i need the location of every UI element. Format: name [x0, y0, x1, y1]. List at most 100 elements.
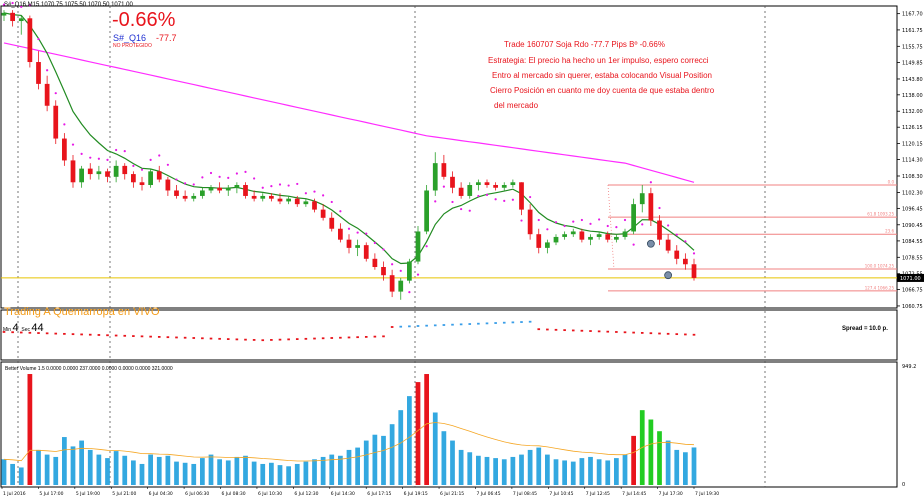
- oscillator-bar: [261, 339, 265, 342]
- volume-bar: [631, 435, 636, 485]
- volume-bar: [139, 463, 145, 485]
- candle-body: [243, 185, 248, 196]
- oscillator-bar: [45, 332, 49, 335]
- volume-bar: [458, 449, 464, 485]
- candle-body: [665, 239, 671, 251]
- candle-body: [105, 171, 110, 177]
- oscillator-bar: [201, 337, 204, 340]
- oscillator-bar: [546, 328, 549, 331]
- volume-bar: [191, 463, 197, 485]
- candle-body: [36, 62, 41, 84]
- volume-bar: [243, 455, 248, 485]
- oscillator-bar: [416, 325, 420, 327]
- parabolic-sar-dot: [209, 171, 213, 175]
- parabolic-sar-dot: [434, 200, 437, 203]
- time-tick-label: 7 Jul 14:45: [622, 491, 646, 497]
- parabolic-sar-dot: [373, 241, 376, 245]
- candle-body: [674, 250, 680, 259]
- fib-trend-line: [607, 184, 615, 270]
- oscillator-bar: [623, 331, 627, 334]
- volume-bar: [53, 456, 59, 485]
- oscillator-bar: [149, 335, 152, 338]
- oscillator-bar: [468, 323, 472, 325]
- candle-body: [70, 160, 76, 183]
- oscillator-bar: [537, 328, 541, 331]
- parabolic-sar-dot: [270, 185, 273, 188]
- oscillator-bar: [589, 330, 592, 332]
- parabolic-sar-dot: [46, 69, 49, 72]
- price-tick-label: 1167.70: [902, 12, 923, 18]
- oscillator-bar: [606, 330, 610, 333]
- fib-level-label: 127.4 1066.25: [865, 285, 895, 290]
- oscillator-bar: [373, 335, 377, 338]
- oscillator-bar: [649, 332, 653, 335]
- parabolic-sar-dot: [684, 240, 687, 243]
- parabolic-sar-dot: [554, 221, 558, 224]
- oscillator-bar: [347, 336, 351, 339]
- candle-body: [113, 165, 119, 177]
- parabolic-sar-dot: [382, 248, 385, 251]
- volume-bar: [415, 382, 421, 485]
- slow-moving-average: [3, 42, 695, 183]
- candle-body: [691, 264, 697, 278]
- oscillator-bar: [684, 333, 687, 336]
- volume-bar: [36, 449, 41, 485]
- parabolic-sar-dot: [166, 163, 169, 166]
- candle-body: [156, 171, 162, 180]
- trade-pnl: -77.7: [156, 33, 177, 43]
- candle-body: [657, 220, 662, 240]
- parabolic-sar-dot: [485, 193, 489, 196]
- time-tick-label: 7 Jul 06:45: [476, 491, 500, 497]
- trade-note-exit-cont: del mercado: [494, 101, 539, 110]
- volume-bar: [260, 463, 266, 485]
- parabolic-sar-dot: [261, 186, 264, 189]
- candle-body: [622, 231, 628, 237]
- volume-bar: [225, 460, 231, 485]
- candle-body: [1, 12, 7, 16]
- volume-bar: [467, 452, 473, 485]
- volume-bar: [70, 446, 76, 485]
- current-price-marker: [897, 273, 924, 282]
- fib-level-label: 23.6: [885, 229, 894, 234]
- volume-bar: [294, 463, 300, 485]
- volume-bar: [131, 460, 136, 485]
- oscillator-bar: [218, 337, 221, 340]
- parabolic-sar-dot: [347, 227, 351, 230]
- volume-bar: [277, 465, 283, 485]
- oscillator-bar: [313, 337, 316, 340]
- parabolic-sar-dot: [37, 37, 40, 41]
- parabolic-sar-dot: [667, 224, 670, 227]
- candle-body: [277, 198, 283, 202]
- parabolic-sar-dot: [460, 207, 463, 211]
- oscillator-bar: [192, 337, 196, 339]
- oscillator-bar: [235, 338, 239, 341]
- volume-bar: [674, 449, 680, 485]
- candle-body: [53, 105, 59, 139]
- oscillator-pane: [0, 309, 898, 361]
- candle-body: [346, 239, 352, 248]
- oscillator-bar: [304, 337, 308, 340]
- volume-bar: [665, 440, 671, 485]
- candle-body: [217, 187, 222, 191]
- oscillator-bar: [364, 336, 368, 338]
- time-tick-label: 6 Jul 08:30: [222, 491, 246, 497]
- volume-bar: [484, 456, 490, 485]
- candle-body: [18, 18, 24, 22]
- parabolic-sar-dot: [322, 194, 325, 197]
- price-tick-label: 1090.45: [902, 223, 923, 229]
- volume-bar: [588, 456, 593, 485]
- parabolic-sar-dot: [563, 224, 566, 228]
- parabolic-sar-dot: [244, 170, 247, 173]
- price-tick-label: 1143.80: [902, 77, 923, 83]
- oscillator-bar: [425, 324, 428, 327]
- oscillator-bar: [11, 331, 14, 334]
- volume-bar: [18, 467, 24, 485]
- candle-body: [87, 168, 93, 175]
- candle-body: [441, 163, 447, 177]
- oscillator-bar: [54, 332, 58, 335]
- volume-bar: [27, 374, 33, 485]
- parabolic-sar-dot: [11, 1, 14, 5]
- parabolic-sar-dot: [468, 209, 471, 212]
